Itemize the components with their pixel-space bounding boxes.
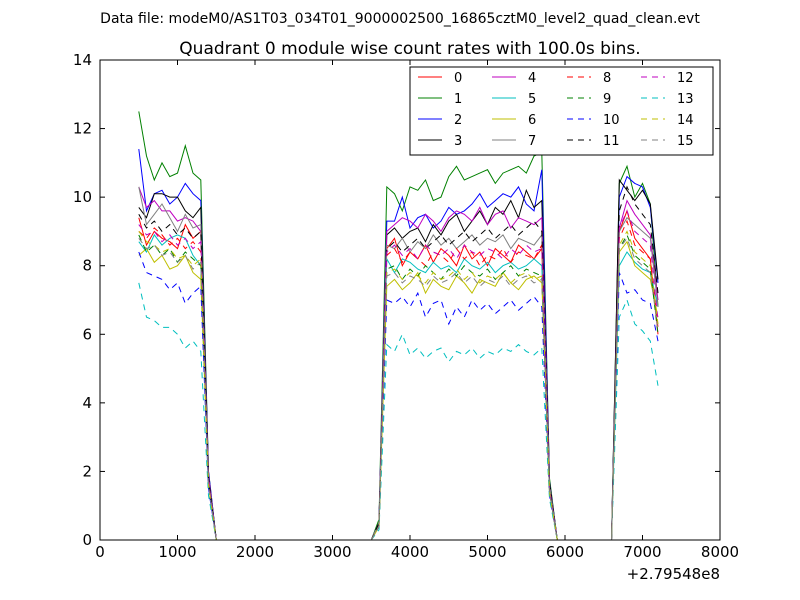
data-file-header: Data file: modeM0/AS1T03_034T01_90000025… bbox=[100, 11, 700, 27]
series-9-line bbox=[370, 264, 558, 541]
series-13-line bbox=[370, 332, 558, 541]
y-tick-label: 14 bbox=[73, 51, 92, 69]
legend-label-1: 1 bbox=[454, 92, 462, 107]
legend-label-6: 6 bbox=[528, 113, 536, 128]
series-1-line bbox=[370, 151, 558, 541]
legend-label-9: 9 bbox=[603, 92, 611, 107]
series-10-line bbox=[611, 272, 659, 541]
legend-box bbox=[409, 66, 714, 156]
legend-label-13: 13 bbox=[677, 92, 694, 107]
x-tick-label: 3000 bbox=[313, 543, 351, 561]
x-tick-label: 0 bbox=[95, 543, 105, 561]
x-tick-label: 1000 bbox=[158, 543, 196, 561]
series-3-line bbox=[611, 178, 659, 541]
legend-label-8: 8 bbox=[603, 71, 611, 86]
y-tick-label: 12 bbox=[73, 120, 92, 138]
series-4-line bbox=[370, 206, 558, 541]
series-12-line bbox=[611, 209, 659, 541]
legend-label-14: 14 bbox=[677, 113, 694, 128]
series-14-line bbox=[370, 268, 558, 541]
x-tick-label: 2000 bbox=[236, 543, 274, 561]
legend-label-10: 10 bbox=[603, 113, 620, 128]
series-2-line bbox=[370, 169, 558, 541]
x-tick-label: 8000 bbox=[701, 543, 739, 561]
x-tick-label: 5000 bbox=[468, 543, 506, 561]
legend-label-3: 3 bbox=[454, 134, 462, 149]
series-11-line bbox=[138, 214, 217, 541]
x-tick-label: 4000 bbox=[391, 543, 429, 561]
axis-ticks: 0 1000 2000 3000 4000 5000 6000 7000 80000246810… bbox=[73, 51, 739, 561]
legend-label-12: 12 bbox=[677, 71, 694, 86]
series-11-line bbox=[370, 220, 558, 541]
series-12-line bbox=[138, 224, 217, 541]
legend-label-15: 15 bbox=[677, 134, 694, 149]
series-13-line bbox=[611, 298, 659, 541]
legend-label-5: 5 bbox=[528, 92, 536, 107]
series-12-line bbox=[370, 244, 558, 541]
series-15-line bbox=[370, 271, 558, 541]
series-6-line bbox=[138, 247, 217, 541]
legend-label-0: 0 bbox=[454, 71, 462, 86]
legend-label-2: 2 bbox=[454, 113, 462, 128]
series-15-line bbox=[611, 237, 659, 541]
series-10-line bbox=[370, 291, 558, 541]
series-lines bbox=[138, 111, 659, 541]
y-tick-label: 2 bbox=[82, 462, 92, 480]
x-tick-label: 7000 bbox=[623, 543, 661, 561]
y-tick-label: 0 bbox=[82, 531, 92, 549]
series-13-line bbox=[138, 282, 217, 541]
series-6-line bbox=[370, 271, 558, 541]
series-8-line bbox=[370, 243, 558, 541]
series-15-line bbox=[138, 238, 217, 541]
y-tick-label: 4 bbox=[82, 394, 92, 412]
x-tick-label: 6000 bbox=[546, 543, 584, 561]
series-7-line bbox=[370, 233, 558, 541]
series-10-line bbox=[138, 251, 217, 541]
legend-label-7: 7 bbox=[528, 134, 536, 149]
series-9-line bbox=[138, 234, 217, 541]
x-offset-label: +2.79548e8 bbox=[627, 565, 720, 583]
y-tick-label: 10 bbox=[73, 188, 92, 206]
legend-label-11: 11 bbox=[603, 134, 620, 149]
series-14-line bbox=[138, 231, 217, 541]
legend-label-4: 4 bbox=[528, 71, 536, 86]
chart-title: Quadrant 0 module wise count rates with … bbox=[179, 39, 640, 59]
y-tick-label: 6 bbox=[82, 325, 92, 343]
series-11-line bbox=[611, 185, 659, 541]
series-14-line bbox=[611, 230, 659, 541]
y-tick-label: 8 bbox=[82, 257, 92, 275]
